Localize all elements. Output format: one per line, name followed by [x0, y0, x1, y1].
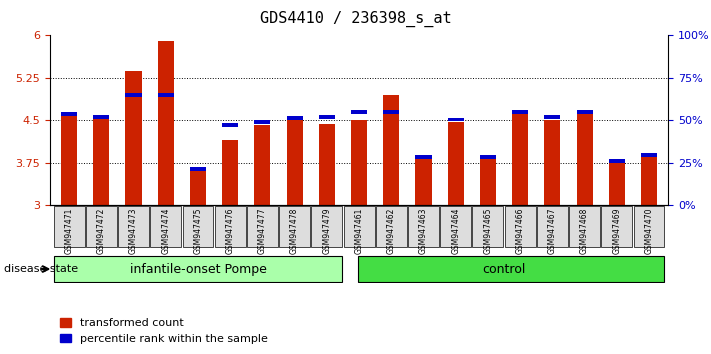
Text: GSM947475: GSM947475 — [193, 207, 203, 254]
FancyBboxPatch shape — [602, 206, 632, 247]
Text: disease state: disease state — [4, 264, 77, 274]
Text: control: control — [482, 263, 525, 275]
Bar — [190, 167, 206, 171]
Text: GSM947464: GSM947464 — [451, 207, 460, 254]
Bar — [641, 153, 657, 157]
Bar — [61, 112, 77, 205]
Text: GSM947478: GSM947478 — [290, 207, 299, 254]
Text: GSM947479: GSM947479 — [322, 207, 331, 254]
Bar — [577, 110, 593, 205]
Bar — [480, 159, 496, 205]
Bar — [383, 110, 400, 114]
Bar — [319, 124, 335, 205]
Bar — [609, 161, 625, 205]
FancyBboxPatch shape — [505, 206, 535, 247]
Bar — [158, 41, 173, 205]
FancyBboxPatch shape — [118, 206, 149, 247]
Text: GSM947470: GSM947470 — [644, 207, 653, 254]
Bar — [287, 120, 303, 205]
Text: GSM947473: GSM947473 — [129, 207, 138, 254]
Text: GSM947466: GSM947466 — [515, 207, 525, 254]
FancyBboxPatch shape — [311, 206, 342, 247]
FancyBboxPatch shape — [408, 206, 439, 247]
Text: GSM947477: GSM947477 — [258, 207, 267, 254]
Text: GSM947471: GSM947471 — [65, 207, 74, 254]
Bar — [415, 159, 432, 205]
Bar — [287, 116, 303, 120]
FancyBboxPatch shape — [358, 256, 665, 282]
Bar — [641, 157, 657, 205]
Text: GSM947469: GSM947469 — [612, 207, 621, 254]
Bar — [448, 122, 464, 205]
Bar — [609, 159, 625, 163]
FancyBboxPatch shape — [53, 256, 342, 282]
Bar — [512, 110, 528, 114]
FancyBboxPatch shape — [183, 206, 213, 247]
Bar — [319, 115, 335, 119]
Text: GSM947474: GSM947474 — [161, 207, 170, 254]
FancyBboxPatch shape — [247, 206, 278, 247]
Bar — [190, 167, 206, 205]
Text: GSM947461: GSM947461 — [355, 207, 363, 254]
Bar — [351, 120, 367, 205]
Text: GSM947465: GSM947465 — [483, 207, 493, 254]
FancyBboxPatch shape — [537, 206, 568, 247]
FancyBboxPatch shape — [53, 206, 85, 247]
Bar — [512, 111, 528, 205]
Bar — [158, 93, 173, 97]
FancyBboxPatch shape — [86, 206, 117, 247]
Bar — [545, 120, 560, 205]
Bar — [93, 118, 109, 205]
Bar — [480, 155, 496, 159]
Bar — [577, 110, 593, 114]
FancyBboxPatch shape — [472, 206, 503, 247]
Bar — [61, 112, 77, 116]
Bar — [93, 115, 109, 119]
Legend: transformed count, percentile rank within the sample: transformed count, percentile rank withi… — [55, 314, 272, 348]
Bar — [125, 70, 141, 205]
Text: infantile-onset Pompe: infantile-onset Pompe — [129, 263, 267, 275]
Text: GSM947472: GSM947472 — [97, 207, 106, 254]
Bar — [125, 93, 141, 97]
Bar — [222, 140, 238, 205]
FancyBboxPatch shape — [440, 206, 471, 247]
Bar — [222, 123, 238, 127]
Text: GSM947476: GSM947476 — [225, 207, 235, 254]
Bar — [545, 115, 560, 119]
Text: GSM947468: GSM947468 — [580, 207, 589, 254]
FancyBboxPatch shape — [569, 206, 600, 247]
Bar — [255, 120, 270, 124]
Bar — [448, 118, 464, 121]
Bar — [383, 95, 400, 205]
FancyBboxPatch shape — [343, 206, 375, 247]
Text: GSM947467: GSM947467 — [548, 207, 557, 254]
FancyBboxPatch shape — [376, 206, 407, 247]
Text: GDS4410 / 236398_s_at: GDS4410 / 236398_s_at — [260, 11, 451, 27]
Bar — [415, 155, 432, 159]
FancyBboxPatch shape — [279, 206, 310, 247]
FancyBboxPatch shape — [215, 206, 246, 247]
Text: GSM947463: GSM947463 — [419, 207, 428, 254]
Bar — [255, 125, 270, 205]
Bar — [351, 110, 367, 114]
FancyBboxPatch shape — [634, 206, 665, 247]
FancyBboxPatch shape — [150, 206, 181, 247]
Text: GSM947462: GSM947462 — [387, 207, 396, 254]
